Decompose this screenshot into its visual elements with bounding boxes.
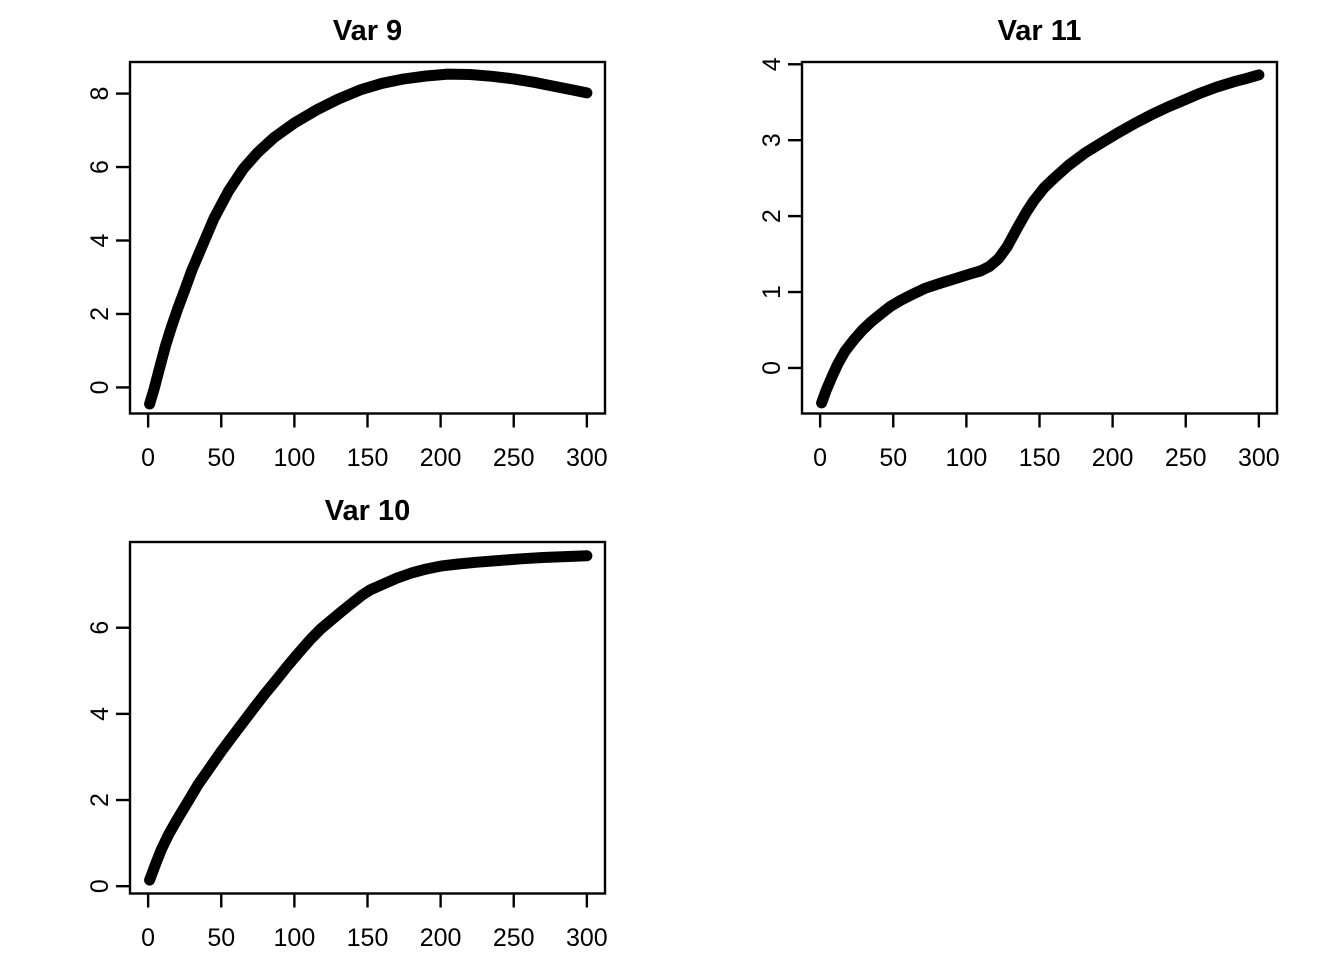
subplot-var-9: Var 9 0 50 100 150 200 250 300 0 2 4 6 8 <box>86 15 608 472</box>
y-tick-label: 4 <box>86 233 114 247</box>
subplot-var-10: Var 10 0 50 100 150 200 250 300 0 2 4 6 <box>86 495 608 952</box>
x-tick-label: 250 <box>493 444 535 472</box>
x-tick-label: 200 <box>420 924 462 952</box>
y-tick-label: 2 <box>86 307 114 321</box>
x-tick-label: 100 <box>274 924 316 952</box>
y-tick-label: 0 <box>758 361 786 375</box>
data-curve <box>144 550 593 886</box>
x-tick-label: 50 <box>207 924 235 952</box>
plot-title: Var 10 <box>325 495 410 527</box>
data-curve <box>144 68 593 410</box>
plot-box <box>800 60 1279 415</box>
x-tick-label: 50 <box>207 444 235 472</box>
x-tick-label: 200 <box>420 444 462 472</box>
x-tick-label: 50 <box>879 444 907 472</box>
x-tick-label: 100 <box>274 444 316 472</box>
y-tick-label: 2 <box>758 209 786 223</box>
y-tick-label: 4 <box>758 57 786 71</box>
x-tick-label: 300 <box>566 444 608 472</box>
y-tick-label: 6 <box>86 160 114 174</box>
y-tick-label: 2 <box>86 793 114 807</box>
x-tick-label: 0 <box>141 924 155 952</box>
x-tick-label: 150 <box>1019 444 1061 472</box>
empty-panel <box>672 480 1344 960</box>
y-tick-label: 0 <box>86 380 114 394</box>
y-tick-label: 8 <box>86 87 114 101</box>
plot-title: Var 11 <box>998 15 1082 47</box>
x-tick-label: 250 <box>493 924 535 952</box>
x-tick-label: 300 <box>1238 444 1280 472</box>
x-tick-label: 100 <box>946 444 988 472</box>
y-tick-label: 0 <box>86 879 114 893</box>
subplot-var-11: Var 11 0 50 100 150 200 250 300 0 1 2 3 4 <box>758 15 1280 472</box>
plot-title: Var 9 <box>333 15 402 47</box>
x-tick-label: 250 <box>1165 444 1207 472</box>
y-tick-label: 6 <box>86 621 114 635</box>
y-tick-label: 4 <box>86 707 114 721</box>
x-tick-label: 0 <box>141 444 155 472</box>
x-tick-label: 300 <box>566 924 608 952</box>
y-tick-label: 3 <box>758 133 786 147</box>
x-tick-label: 150 <box>347 444 389 472</box>
y-tick-label: 1 <box>758 285 786 299</box>
x-tick-label: 150 <box>347 924 389 952</box>
x-tick-label: 200 <box>1092 444 1134 472</box>
x-tick-label: 0 <box>813 444 827 472</box>
data-curve <box>816 69 1265 409</box>
